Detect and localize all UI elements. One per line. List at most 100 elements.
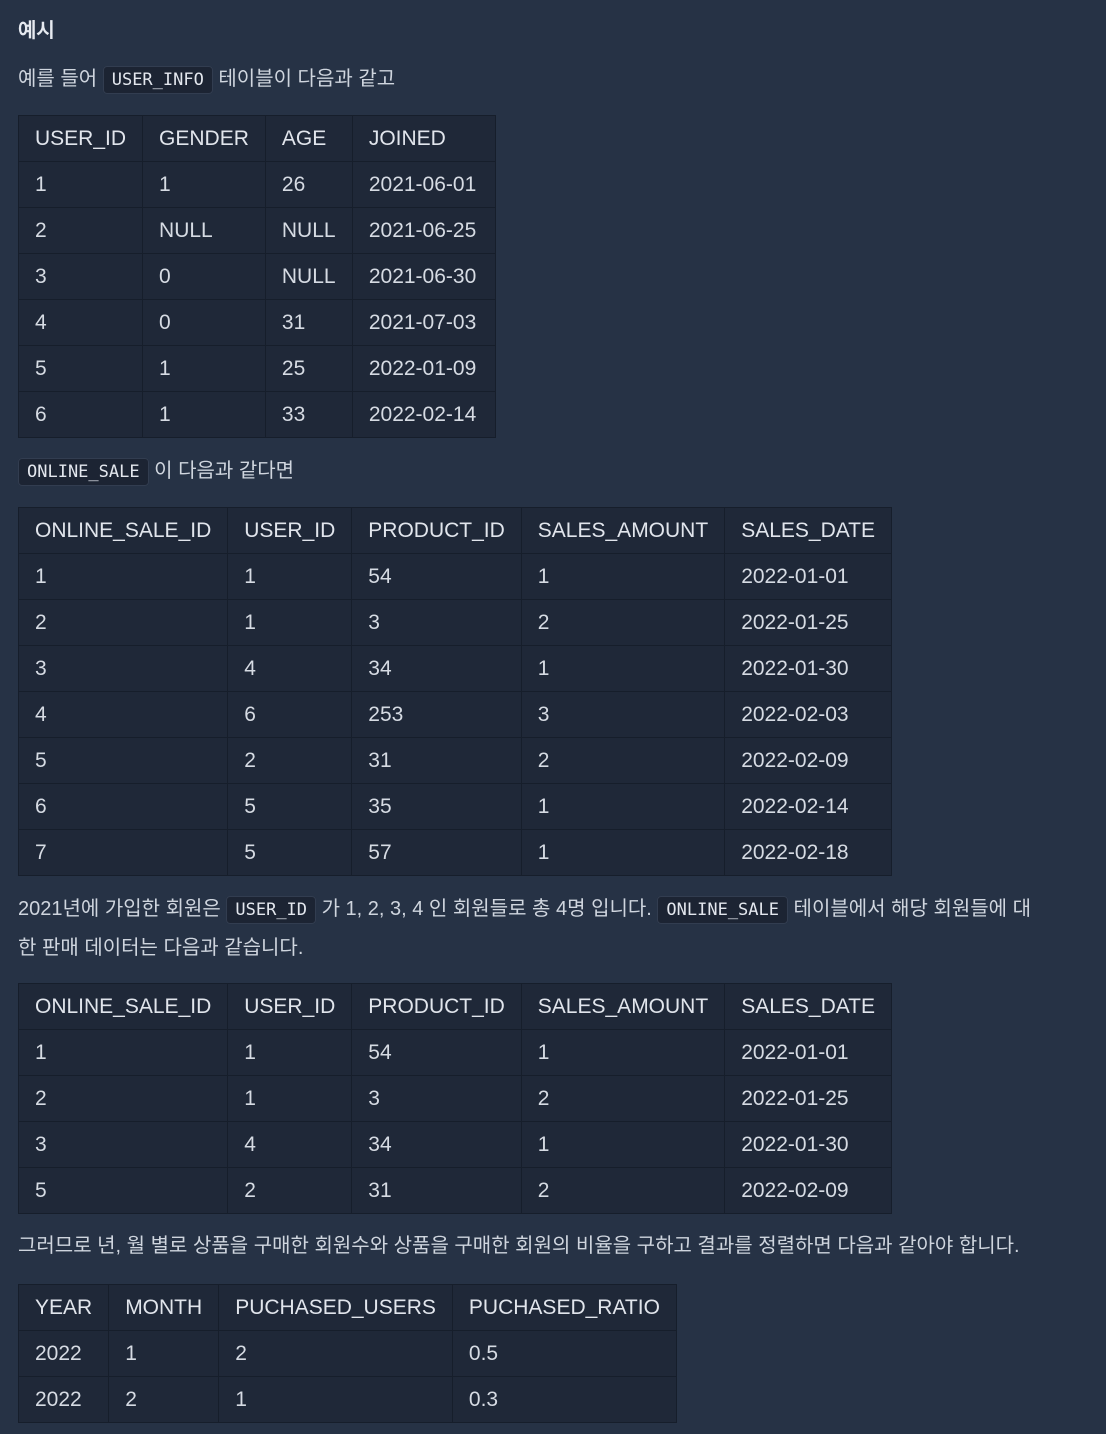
- table-cell: 31: [351, 1167, 522, 1214]
- table-cell: 2021-06-01: [351, 161, 497, 208]
- column-header: MONTH: [108, 1284, 220, 1331]
- table-cell: 25: [264, 345, 353, 392]
- column-header: PRODUCT_ID: [351, 507, 522, 554]
- explain-line-2: 한 판매 데이터는 다음과 같습니다.: [18, 937, 304, 959]
- table-cell: 0.5: [451, 1330, 677, 1377]
- table-cell: 26: [264, 161, 353, 208]
- table-cell: 1: [227, 553, 353, 600]
- table-cell: 2022-01-30: [724, 645, 893, 692]
- table-cell: 54: [351, 553, 522, 600]
- table-row: 6 5 35 1 2022-02-14: [17, 783, 893, 830]
- table-row: 3 4 34 1 2022-01-30: [17, 645, 893, 692]
- table-cell: 6: [17, 391, 144, 438]
- table-cell: 1: [218, 1376, 453, 1423]
- table-cell: 2022-02-09: [724, 737, 893, 784]
- table-row: 2022 1 2 0.5: [17, 1330, 677, 1377]
- table-cell: 2: [227, 1167, 353, 1214]
- table-row: 5 1 25 2022-01-09: [17, 345, 497, 392]
- table-cell: 1: [520, 783, 726, 830]
- table-cell: 5: [17, 1167, 229, 1214]
- online-sale-code: ONLINE_SALE: [18, 458, 149, 486]
- table-cell: 2: [520, 737, 726, 784]
- column-header: AGE: [264, 115, 353, 162]
- table-cell: 4: [227, 1121, 353, 1168]
- column-header: PUCHASED_USERS: [218, 1284, 453, 1331]
- table-row: 2 NULL NULL 2021-06-25: [17, 207, 497, 254]
- table-cell: 2: [17, 1075, 229, 1122]
- table-cell: 2022-01-01: [724, 1029, 893, 1076]
- conclusion-paragraph: 그러므로 년, 월 별로 상품을 구매한 회원수와 상품을 구매한 회원의 비율…: [18, 1235, 1020, 1257]
- intro-prefix: 예를 들어: [18, 68, 103, 90]
- table-cell: 2: [218, 1330, 453, 1377]
- table-row: 2022 2 1 0.3: [17, 1376, 677, 1423]
- table-cell: 2: [520, 599, 726, 646]
- table-cell: 31: [264, 299, 353, 346]
- table-cell: 2022-01-01: [724, 553, 893, 600]
- column-header: USER_ID: [227, 983, 353, 1030]
- table-cell: 2022: [17, 1376, 110, 1423]
- table-cell: 35: [351, 783, 522, 830]
- table-cell: 1: [520, 1121, 726, 1168]
- table-cell: 2: [17, 207, 144, 254]
- table-cell: NULL: [264, 253, 353, 300]
- table-row: 6 1 33 2022-02-14: [17, 391, 497, 438]
- table-cell: 5: [227, 829, 353, 876]
- table-row: 1 1 54 1 2022-01-01: [17, 1029, 893, 1076]
- table-cell: 6: [227, 691, 353, 738]
- table-cell: 6: [17, 783, 229, 830]
- table-cell: 2021-07-03: [351, 299, 497, 346]
- table-cell: 2022-02-18: [724, 829, 893, 876]
- table-cell: 3: [17, 253, 144, 300]
- table-row: 4 6 253 3 2022-02-03: [17, 691, 893, 738]
- intro2-suffix: 이 다음과 같다면: [148, 460, 295, 482]
- table-cell: 2022-02-03: [724, 691, 893, 738]
- table-cell: 5: [17, 345, 144, 392]
- table-cell: 2: [227, 737, 353, 784]
- table-cell: 2: [520, 1167, 726, 1214]
- table-cell: 2022-02-14: [724, 783, 893, 830]
- table-cell: 4: [17, 299, 144, 346]
- user-info-table: USER_ID GENDER AGE JOINED 1 1 26 2021-06-01 2 NUL…: [17, 115, 497, 438]
- table-cell: 5: [17, 737, 229, 784]
- table-row: 5 2 31 2 2022-02-09: [17, 737, 893, 784]
- explain-text-1: 2021년에 가입한 회원은: [18, 898, 227, 920]
- table-cell: 2022-02-14: [351, 391, 497, 438]
- table-cell: 1: [520, 553, 726, 600]
- table-cell: 2022-01-09: [351, 345, 497, 392]
- table-cell: 1: [520, 645, 726, 692]
- header-row: YEAR MONTH PUCHASED_USERS PUCHASED_RATIO: [17, 1284, 677, 1331]
- table-row: 5 2 31 2 2022-02-09: [17, 1167, 893, 1214]
- table-cell: 33: [264, 391, 353, 438]
- column-header: USER_ID: [17, 115, 144, 162]
- table-cell: 31: [351, 737, 522, 784]
- table-cell: 1: [108, 1330, 220, 1377]
- table-cell: 2022-02-09: [724, 1167, 893, 1214]
- table-cell: 4: [227, 645, 353, 692]
- column-header: JOINED: [351, 115, 497, 162]
- table-cell: 253: [351, 691, 522, 738]
- table-cell: 0: [142, 299, 266, 346]
- table-cell: 1: [17, 161, 144, 208]
- table-cell: 3: [351, 599, 522, 646]
- table-cell: 0.3: [451, 1376, 677, 1423]
- intro-suffix: 테이블이 다음과 같고: [212, 68, 396, 90]
- table-cell: 3: [520, 691, 726, 738]
- table-cell: 2022-01-30: [724, 1121, 893, 1168]
- table-cell: 1: [520, 829, 726, 876]
- online-sale-code-2: ONLINE_SALE: [657, 896, 788, 924]
- user-info-code: USER_INFO: [102, 66, 213, 94]
- table-cell: 3: [17, 1121, 229, 1168]
- online-sale-table: ONLINE_SALE_ID USER_ID PRODUCT_ID SALES_AMO…: [17, 507, 893, 876]
- table-cell: 34: [351, 1121, 522, 1168]
- intro2-paragraph: ONLINE_SALE 이 다음과 같다면: [18, 452, 294, 491]
- table-row: 3 0 NULL 2021-06-30: [17, 253, 497, 300]
- table-row: 1 1 26 2021-06-01: [17, 161, 497, 208]
- table-cell: 4: [17, 691, 229, 738]
- table-cell: 2022: [17, 1330, 110, 1377]
- user-id-code: USER_ID: [226, 896, 317, 924]
- column-header: SALES_AMOUNT: [520, 507, 726, 554]
- table-cell: 3: [351, 1075, 522, 1122]
- explain-text-2: 가 1, 2, 3, 4 인 회원들로 총 4명 입니다.: [316, 898, 658, 920]
- table-cell: 3: [17, 645, 229, 692]
- table-row: 7 5 57 1 2022-02-18: [17, 829, 893, 876]
